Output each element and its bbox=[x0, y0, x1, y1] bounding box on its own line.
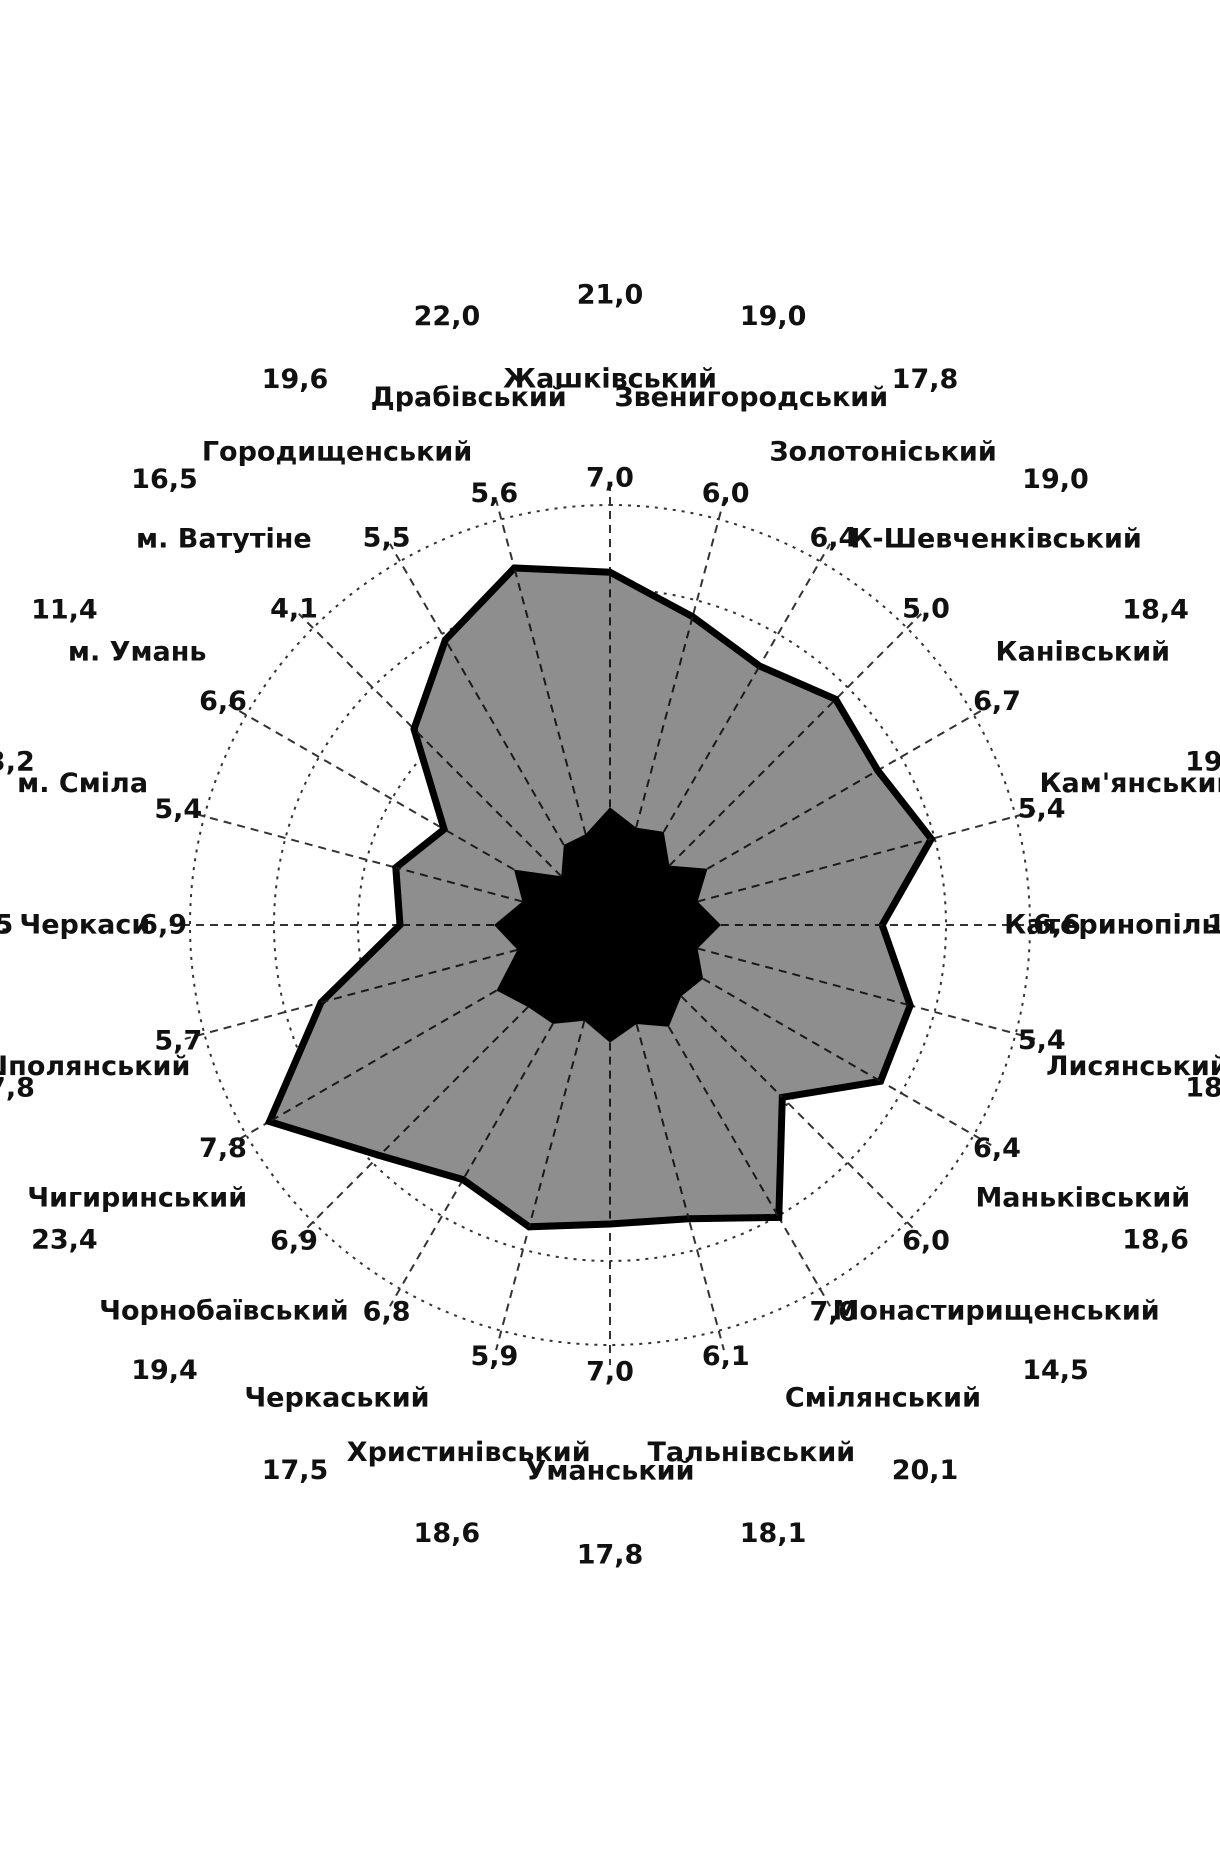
outer-value-label: 17,8 bbox=[577, 1540, 644, 1571]
inner-value-label: 6,9 bbox=[139, 910, 187, 941]
series-spoke bbox=[513, 567, 587, 835]
outer-value-label: 19,4 bbox=[131, 1355, 198, 1386]
series-spoke bbox=[528, 1020, 586, 1228]
outer-value-label: 12,5 bbox=[0, 910, 13, 941]
category-label: м. Сміла bbox=[17, 768, 148, 799]
series-spoke bbox=[444, 639, 565, 846]
outer-value-label: 19,0 bbox=[1022, 464, 1089, 495]
category-label: Черкаський bbox=[244, 1382, 429, 1413]
inner-value-label: 6,7 bbox=[973, 686, 1021, 717]
category-label: Чигиринський bbox=[27, 1182, 247, 1213]
outer-value-label: 16,5 bbox=[131, 464, 198, 495]
series-spoke bbox=[320, 948, 518, 1004]
outer-value-label: 19,6 bbox=[262, 364, 329, 395]
inner-value-label: 6,4 bbox=[973, 1133, 1021, 1164]
inner-value-label: 6,4 bbox=[809, 523, 857, 554]
inner-value-label: 5,6 bbox=[470, 478, 518, 509]
category-label: Золотоніський bbox=[769, 437, 996, 468]
series-spoke bbox=[378, 1006, 529, 1157]
outer-value-label: 23,4 bbox=[31, 1225, 98, 1256]
inner-value-label: 5,7 bbox=[154, 1025, 202, 1056]
series-spoke bbox=[702, 977, 882, 1083]
category-label: Драбівський bbox=[371, 382, 567, 413]
outer-value-label: 19,0 bbox=[740, 301, 807, 332]
category-label: Городищенський bbox=[202, 437, 472, 468]
inner-value-label: 6,9 bbox=[270, 1226, 318, 1257]
series-spoke bbox=[635, 616, 694, 828]
inner-value-label: 7,0 bbox=[586, 1356, 634, 1387]
outer-value-label: 22,0 bbox=[414, 301, 481, 332]
outer-value-label: 17,5 bbox=[262, 1455, 329, 1486]
outer-value-label: 18,1 bbox=[740, 1518, 807, 1549]
outer-value-label: 18,4 bbox=[1122, 594, 1189, 625]
outer-value-label: 13,2 bbox=[0, 746, 35, 777]
category-label: м. Умань bbox=[68, 636, 207, 667]
series-spoke bbox=[662, 665, 761, 833]
inner-value-label: 6,0 bbox=[902, 1225, 950, 1256]
category-label: Кам'янський bbox=[1039, 768, 1220, 799]
category-label: Христинівський bbox=[347, 1437, 591, 1468]
inner-value-label: 5,4 bbox=[1018, 794, 1066, 825]
outer-value-label: 19,8 bbox=[1185, 746, 1220, 777]
category-label: м. Ватутіне bbox=[136, 523, 312, 554]
inner-value-label: 7,0 bbox=[809, 1297, 857, 1328]
inner-value-label: 6,0 bbox=[702, 478, 750, 509]
category-label: Звенигородський bbox=[614, 382, 888, 413]
outer-value-label: 20,1 bbox=[892, 1455, 959, 1486]
category-label: Лисянський bbox=[1046, 1051, 1220, 1082]
inner-value-label: 4,1 bbox=[270, 594, 318, 625]
category-label: Жашківський bbox=[503, 364, 717, 395]
category-label: м. Черкаси bbox=[0, 910, 150, 941]
inner-value-label: 6,6 bbox=[1033, 909, 1081, 940]
series-spoke bbox=[395, 866, 523, 903]
category-label: Уманський bbox=[525, 1456, 694, 1487]
outer-value-label: 14,5 bbox=[1022, 1355, 1089, 1386]
category-label: Маньківський bbox=[975, 1183, 1190, 1214]
category-label: Монастирищенський bbox=[833, 1296, 1160, 1327]
inner-value-label: 5,0 bbox=[902, 593, 950, 624]
outer-value-label: 18,6 bbox=[1122, 1224, 1189, 1255]
outer-value-label: 21,0 bbox=[577, 280, 644, 311]
inner-value-label: 6,8 bbox=[363, 1296, 411, 1327]
series-spoke bbox=[413, 728, 563, 878]
category-label: К-Шевченківський bbox=[850, 523, 1141, 554]
inner-value-label: 7,0 bbox=[586, 463, 634, 494]
outer-value-label: 17,8 bbox=[0, 1073, 35, 1104]
outer-value-label: 18,5 bbox=[1185, 1073, 1220, 1104]
inner-value-label: 5,4 bbox=[154, 794, 202, 825]
inner-value-label: 5,9 bbox=[470, 1341, 518, 1372]
series-inner-area bbox=[494, 807, 721, 1043]
outer-value-label: 17,8 bbox=[892, 364, 959, 395]
series-spoke bbox=[667, 1026, 780, 1218]
inner-value-label: 7,8 bbox=[199, 1133, 247, 1164]
category-label: Канівський bbox=[996, 637, 1171, 668]
series-spoke bbox=[635, 1023, 690, 1219]
series-spoke bbox=[697, 837, 932, 903]
inner-value-label: 5,4 bbox=[1018, 1025, 1066, 1056]
series-spoke bbox=[462, 1023, 554, 1181]
outer-value-label: 11,4 bbox=[31, 595, 98, 626]
series-spoke bbox=[697, 947, 911, 1007]
outer-value-label: 18,6 bbox=[414, 1518, 481, 1549]
series-spoke bbox=[680, 995, 783, 1098]
category-label: Смілянський bbox=[785, 1382, 981, 1413]
outer-value-label: 16,2 bbox=[1207, 910, 1220, 941]
inner-value-label: 6,6 bbox=[199, 686, 247, 717]
chart-canvas: 6,9м. Черкаси12,55,4м. Сміла13,26,6м. Ум… bbox=[0, 280, 1220, 1571]
category-label: Чорнобаївський bbox=[99, 1296, 349, 1327]
series-spoke bbox=[706, 769, 879, 870]
spoke-overlay bbox=[269, 567, 932, 1228]
inner-value-label: 6,1 bbox=[702, 1341, 750, 1372]
category-labels: 6,9м. Черкаси12,55,4м. Сміла13,26,6м. Ум… bbox=[0, 280, 1220, 1571]
category-label: Катеринопільський bbox=[1004, 910, 1220, 941]
category-label: Шполянський bbox=[0, 1051, 190, 1082]
series-spoke bbox=[269, 989, 498, 1123]
inner-value-label: 5,5 bbox=[363, 522, 411, 553]
category-label: Тальнівський bbox=[647, 1437, 855, 1468]
